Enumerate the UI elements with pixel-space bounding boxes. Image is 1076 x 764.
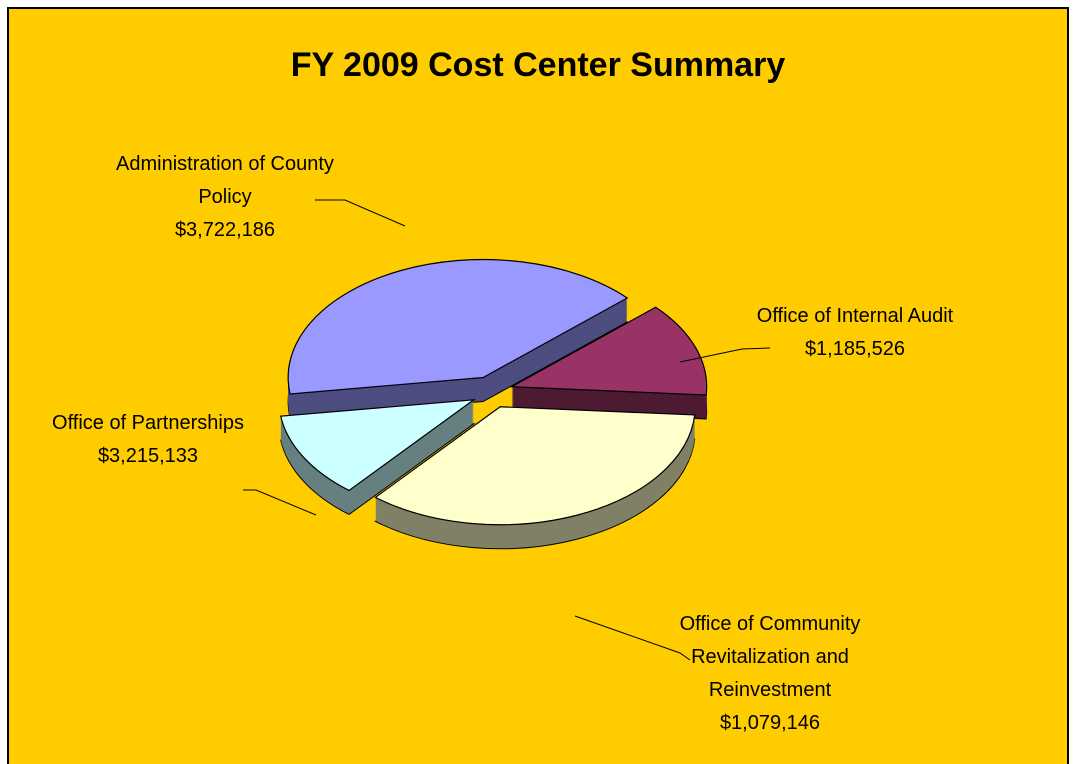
category-label: Office of Community Revitalization and R… bbox=[679, 613, 861, 701]
slice-label: Office of Internal Audit $1,185,526 bbox=[755, 300, 955, 366]
slice-label: Office of Partnerships $3,215,133 bbox=[38, 407, 258, 473]
chart-title: FY 2009 Cost Center Summary bbox=[290, 46, 786, 84]
pie-slice bbox=[509, 306, 708, 420]
value-label: $1,079,146 bbox=[719, 712, 821, 734]
leader-line bbox=[679, 347, 771, 363]
pie-slice bbox=[279, 399, 476, 516]
pie-slice bbox=[374, 406, 696, 550]
slice-top bbox=[287, 258, 629, 395]
slice-label: Administration of County Policy $3,722,18… bbox=[110, 148, 340, 247]
value-label: $1,185,526 bbox=[804, 338, 906, 360]
leader-line bbox=[243, 489, 317, 516]
value-label: $3,215,133 bbox=[97, 445, 199, 467]
slice-label: Office of Community Revitalization and R… bbox=[670, 608, 870, 740]
slice-top bbox=[279, 399, 476, 492]
slice-top bbox=[374, 406, 696, 526]
slice-top bbox=[509, 306, 708, 396]
leader-line bbox=[574, 615, 691, 661]
category-label: Administration of County Policy bbox=[116, 153, 334, 208]
pie-slice bbox=[287, 258, 629, 419]
value-label: $3,722,186 bbox=[174, 219, 276, 241]
category-label: Office of Internal Audit bbox=[756, 305, 954, 327]
category-label: Office of Partnerships bbox=[52, 412, 244, 434]
leader-line bbox=[315, 199, 406, 227]
